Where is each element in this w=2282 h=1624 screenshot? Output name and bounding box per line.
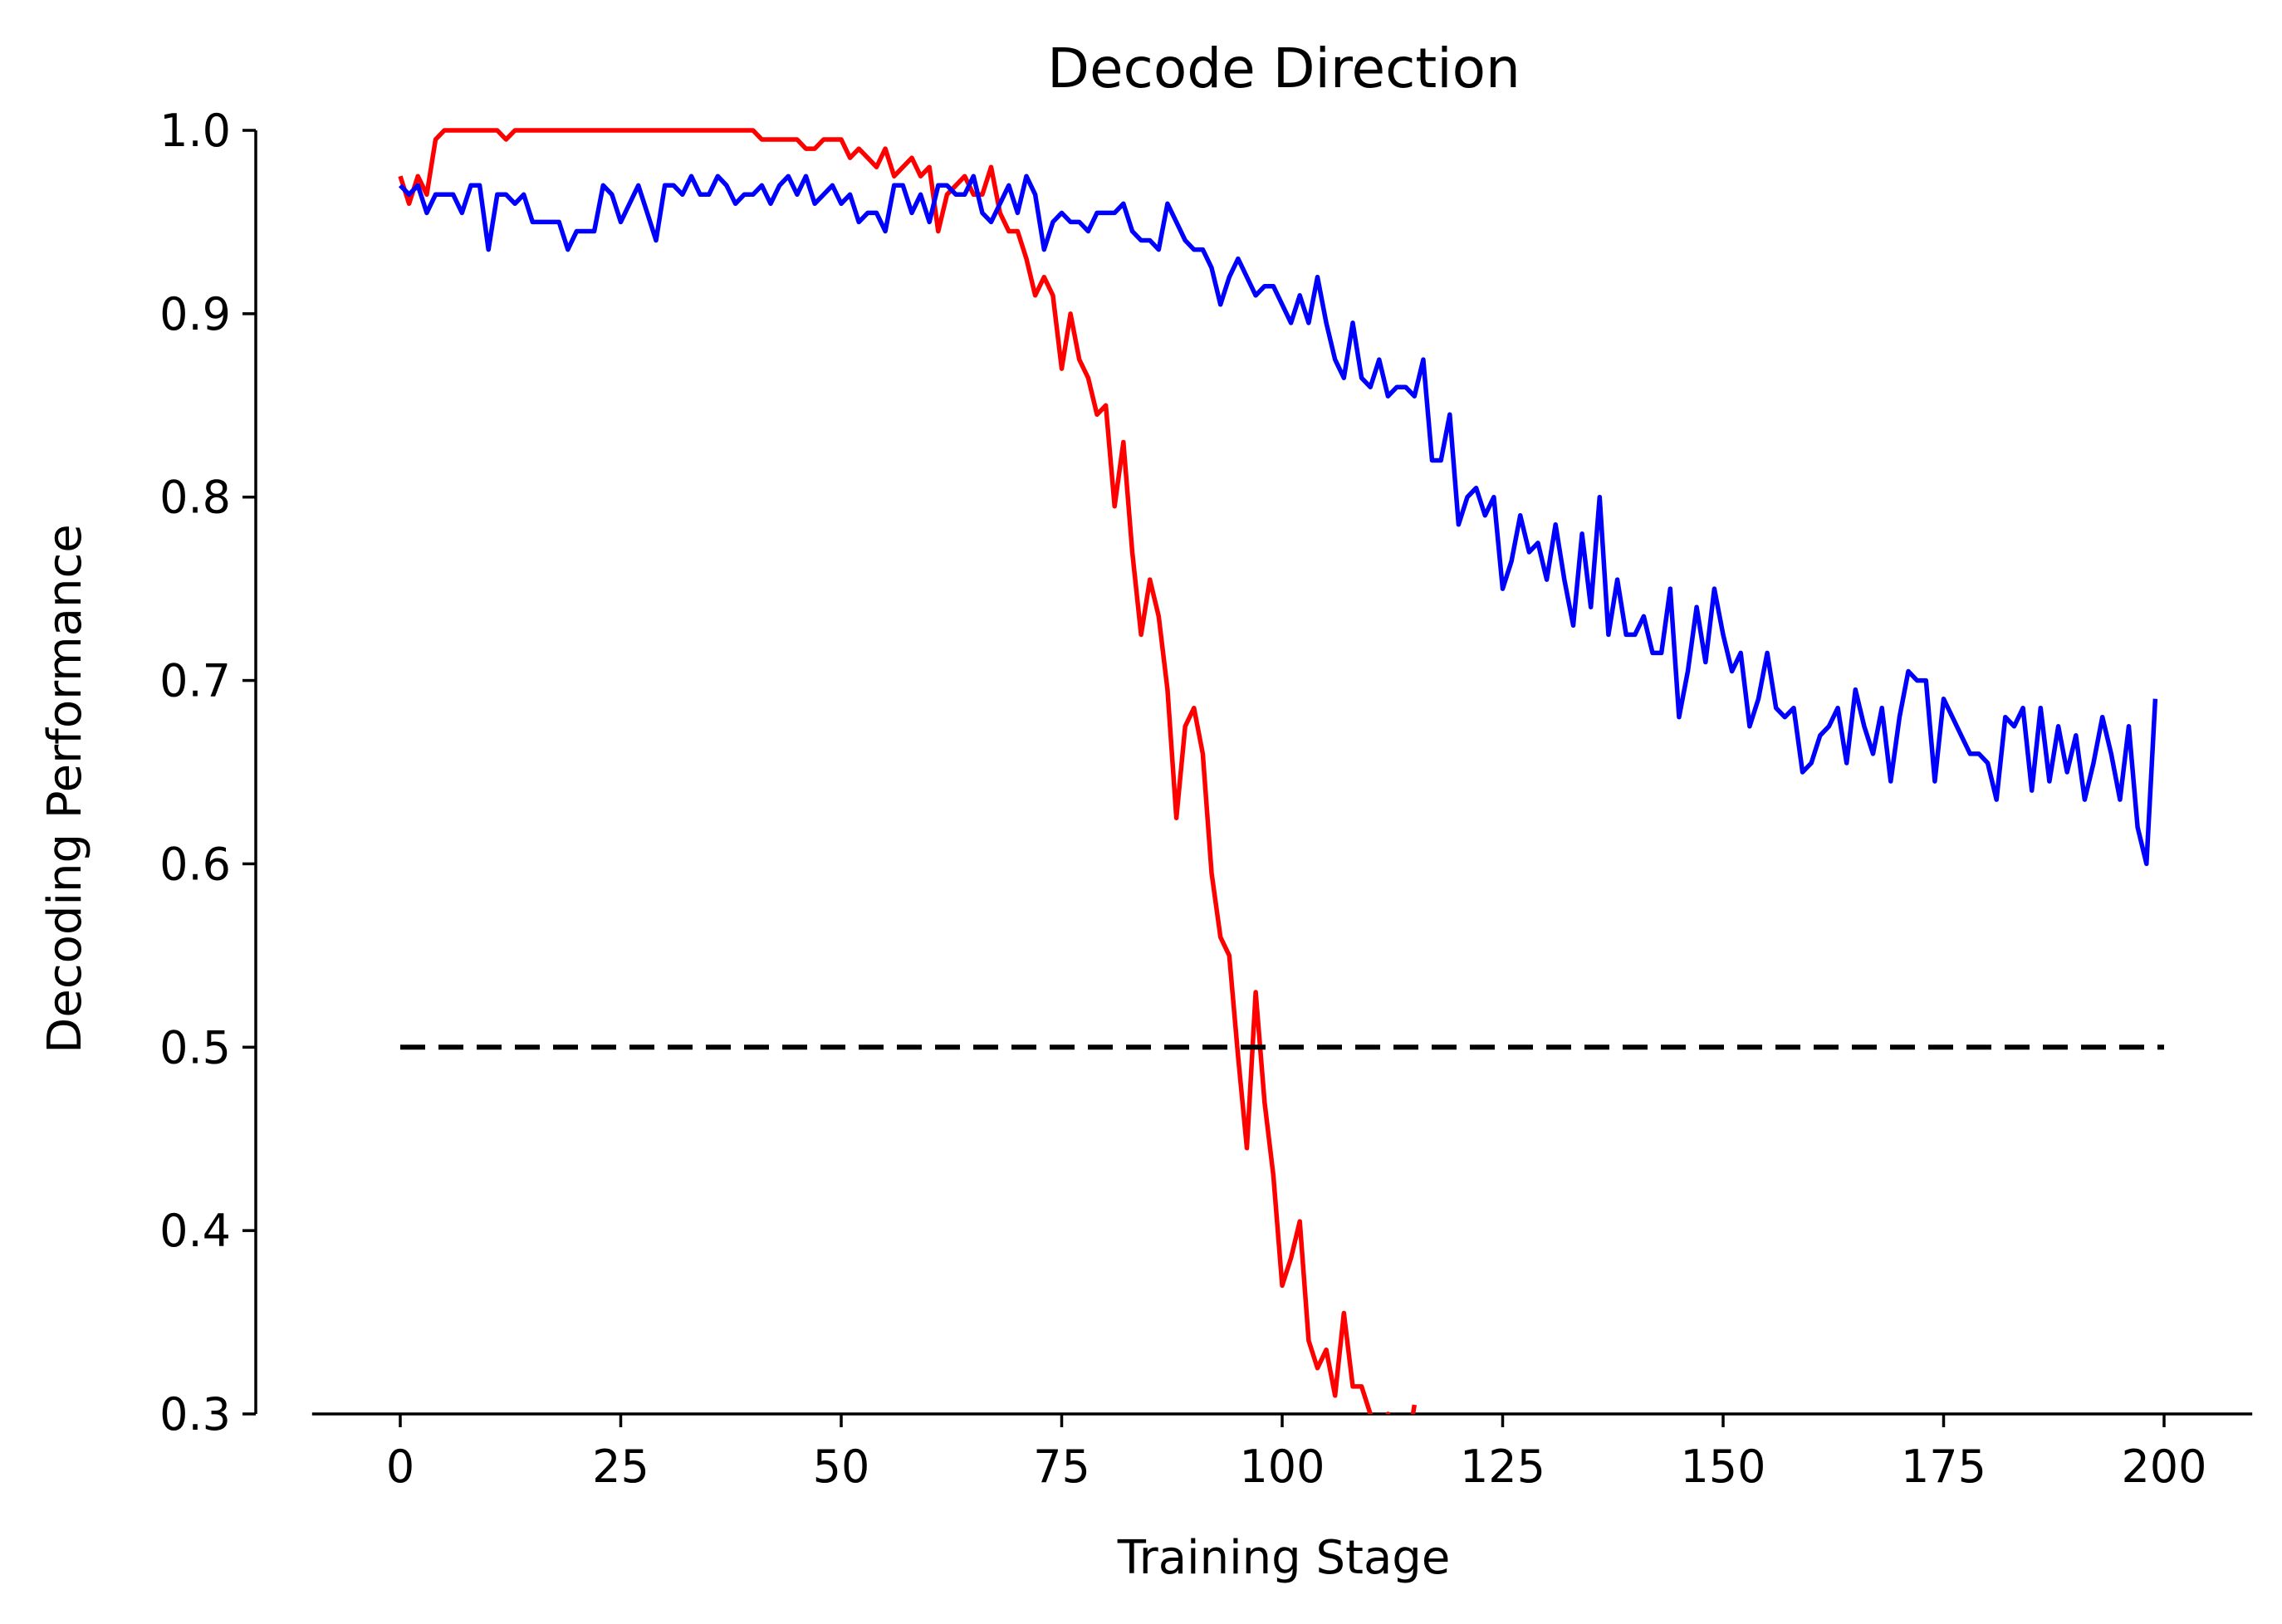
series-line-2	[399, 174, 2158, 867]
x-tick-label: 175	[1901, 1441, 1986, 1493]
x-tick-label: 0	[386, 1441, 414, 1493]
y-axis: 0.3 0.4 0.5 0.6 0.7 0.8 0.9 1.0	[159, 105, 257, 1441]
x-tick-label: 75	[1033, 1441, 1090, 1493]
x-tick-label: 150	[1680, 1441, 1765, 1493]
series-layer	[398, 128, 2164, 1414]
y-tick-label: 0.6	[159, 838, 231, 890]
y-tick-label: 0.9	[159, 288, 231, 340]
y-axis-title: Decoding Performance	[38, 524, 92, 1053]
y-tick-label: 1.0	[159, 105, 231, 157]
y-tick-label: 0.7	[159, 655, 231, 707]
x-tick-label: 200	[2121, 1441, 2206, 1493]
y-tick-label: 0.3	[159, 1388, 231, 1441]
series-line-1	[398, 128, 1418, 1414]
x-axis: 0 25 50 75 100 125 150 175 200	[311, 1412, 2253, 1493]
x-axis-title: Training Stage	[1117, 1531, 1451, 1585]
y-tick-label: 0.8	[159, 472, 231, 524]
x-tick-label: 25	[592, 1441, 649, 1493]
y-tick-label: 0.4	[159, 1205, 231, 1257]
x-tick-label: 100	[1239, 1441, 1325, 1493]
x-tick-label: 50	[813, 1441, 870, 1493]
x-tick-label: 125	[1460, 1441, 1545, 1493]
chart-title: Decode Direction	[1047, 37, 1521, 100]
y-tick-label: 0.5	[159, 1021, 231, 1074]
